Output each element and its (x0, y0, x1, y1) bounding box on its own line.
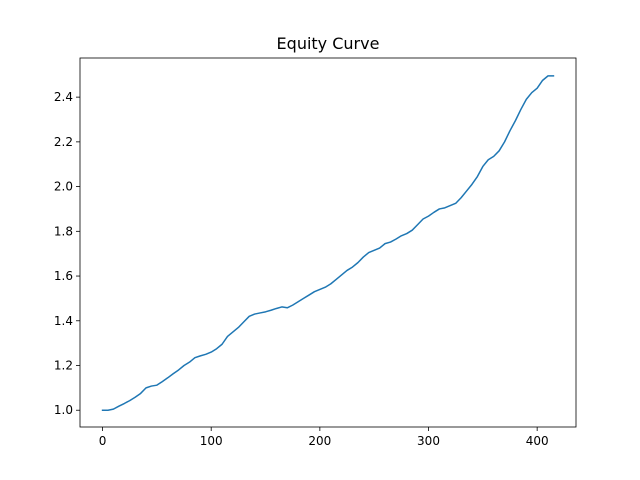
y-tick-label: 1.8 (54, 224, 73, 238)
x-tick-label: 200 (308, 434, 331, 448)
x-tick-label: 400 (526, 434, 549, 448)
series-line-0 (101, 75, 555, 411)
y-tick-label: 2.0 (54, 180, 73, 194)
x-tick-label: 300 (417, 434, 440, 448)
y-tick-label: 1.0 (54, 403, 73, 417)
axes: 0 100 200 300 400 1.0 1.2 1.4 1.6 1.8 2.0 2.2 2.4 (54, 57, 577, 448)
x-tick-label: 100 (200, 434, 223, 448)
y-tick-label: 2.2 (54, 135, 73, 149)
y-tick-label: 1.2 (54, 359, 73, 373)
plot-area (101, 75, 555, 411)
chart-title: Equity Curve (277, 34, 380, 53)
y-tick-label: 2.4 (54, 90, 73, 104)
y-tick-label: 1.6 (54, 269, 73, 283)
axes-frame (79, 57, 577, 428)
x-tick-label: 0 (99, 434, 107, 448)
y-tick-label: 1.4 (54, 314, 73, 328)
